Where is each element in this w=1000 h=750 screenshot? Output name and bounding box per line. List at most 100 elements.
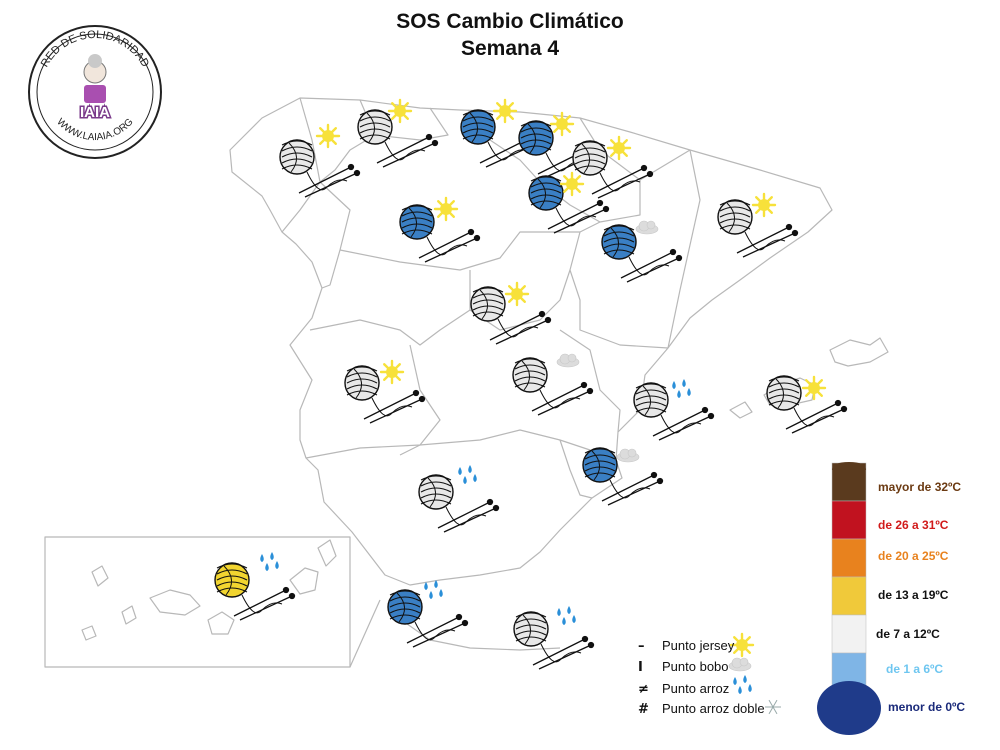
stitch-symbol: – <box>638 639 645 654</box>
temperature-range-label: de 13 a 19ºC <box>878 588 949 602</box>
stitch-label: Punto arroz doble <box>662 701 765 716</box>
stitch-symbol: ≠ <box>638 682 649 697</box>
region-border <box>569 231 669 349</box>
legend-weather-icon <box>765 699 781 715</box>
region-marker <box>512 353 594 416</box>
canary-island <box>91 565 109 587</box>
north-africa-coast <box>389 611 561 651</box>
knitting-needles-icon <box>531 381 594 416</box>
raindrops-icon <box>733 675 752 694</box>
knitting-needles-icon <box>363 389 426 424</box>
region-border <box>374 107 449 141</box>
region-marker <box>279 123 361 198</box>
knitting-needles-icon <box>620 248 683 283</box>
yarn-ball-icon <box>279 139 315 175</box>
map-title-block: SOS Cambio Climático Semana 4 <box>300 8 720 62</box>
yarn-ball-icon <box>460 109 496 145</box>
legend-row: I Punto bobo <box>638 659 729 675</box>
logo-brand-text: IAIA <box>80 104 110 121</box>
sun-icon <box>433 196 459 222</box>
yarn-ball-icon <box>418 474 454 510</box>
knitting-needles-icon <box>489 310 552 345</box>
region-marker <box>214 552 296 621</box>
canary-island <box>289 567 319 595</box>
region-marker <box>387 580 469 648</box>
knitting-needles-icon <box>591 164 654 199</box>
knitting-needles-icon <box>406 613 469 648</box>
region-border <box>339 231 580 271</box>
yarn-ball-icon <box>357 109 393 145</box>
page-subtitle: Semana 4 <box>460 37 560 60</box>
raindrops-icon <box>672 379 691 398</box>
yarn-ball-icon <box>528 175 564 211</box>
legend-row: ≠ Punto arroz <box>638 681 729 697</box>
knitting-needles-icon <box>532 635 595 670</box>
canary-island <box>317 539 337 567</box>
yarn-ball-icon <box>387 589 423 625</box>
canary-island <box>121 605 137 625</box>
stitch-symbol: # <box>638 702 649 717</box>
temperature-range-label: de 1 a 6ºC <box>886 662 944 676</box>
region-border <box>319 181 351 289</box>
region-marker <box>717 192 799 258</box>
stitch-label: Punto jersey <box>662 638 735 653</box>
region-marker <box>572 135 654 199</box>
yarn-ball-icon <box>344 365 380 401</box>
temperature-range-label: de 20 a 25ºC <box>878 549 949 563</box>
yarn-ball-icon <box>513 611 549 647</box>
inset-connector <box>349 599 381 668</box>
yarn-ball-icon <box>717 199 753 235</box>
region-marker <box>582 447 664 506</box>
yarn-ball-icon <box>399 204 435 240</box>
sun-icon <box>729 632 755 658</box>
thermometer <box>817 462 881 735</box>
sun-icon <box>492 98 518 124</box>
peninsula-outline <box>229 97 833 586</box>
raindrops-icon <box>557 606 576 625</box>
thermometer-cap <box>832 462 866 470</box>
sun-icon <box>549 111 575 137</box>
legend-weather-icon <box>733 675 752 694</box>
knitting-needles-icon <box>736 223 799 258</box>
region-marker <box>344 359 426 424</box>
snowflake-icon <box>765 699 781 715</box>
region-marker <box>418 465 500 533</box>
temperature-range-label: de 7 a 12ºC <box>876 627 940 641</box>
sun-icon <box>751 192 777 218</box>
sun-icon <box>387 98 413 124</box>
thermometer-bulb <box>817 681 881 735</box>
cloud-icon <box>635 220 659 235</box>
region-marker <box>399 196 481 263</box>
region-marker <box>513 606 595 670</box>
cloud-icon <box>556 353 580 368</box>
region-border <box>309 309 471 346</box>
region-markers <box>214 98 848 670</box>
yarn-ball-icon <box>766 375 802 411</box>
knitting-needles-icon <box>376 133 439 168</box>
knitting-needles-icon <box>652 406 715 441</box>
knitting-needles-icon <box>233 586 296 621</box>
legend-weather-icon <box>728 657 752 672</box>
sweater-icon <box>84 85 106 103</box>
region-border <box>559 439 593 499</box>
yarn-ball-icon <box>512 357 548 393</box>
yarn-ball-icon <box>518 120 554 156</box>
canary-island <box>149 589 201 616</box>
raindrops-icon <box>458 465 477 484</box>
yarn-ball-icon <box>214 562 250 598</box>
yarn-ball-icon <box>601 224 637 260</box>
yarn-ball-icon <box>572 140 608 176</box>
yarn-ball-icon <box>582 447 618 483</box>
region-marker <box>528 171 610 234</box>
legend-weather-icon <box>729 632 755 658</box>
raindrops-icon <box>424 580 443 599</box>
temperature-range-label: mayor de 32ºC <box>878 480 962 494</box>
sun-icon <box>559 171 585 197</box>
knitting-needles-icon <box>298 163 361 198</box>
thermometer-segment <box>831 500 867 540</box>
page-title: SOS Cambio Climático <box>396 10 624 33</box>
region-marker <box>518 111 600 179</box>
region-border <box>305 429 617 461</box>
